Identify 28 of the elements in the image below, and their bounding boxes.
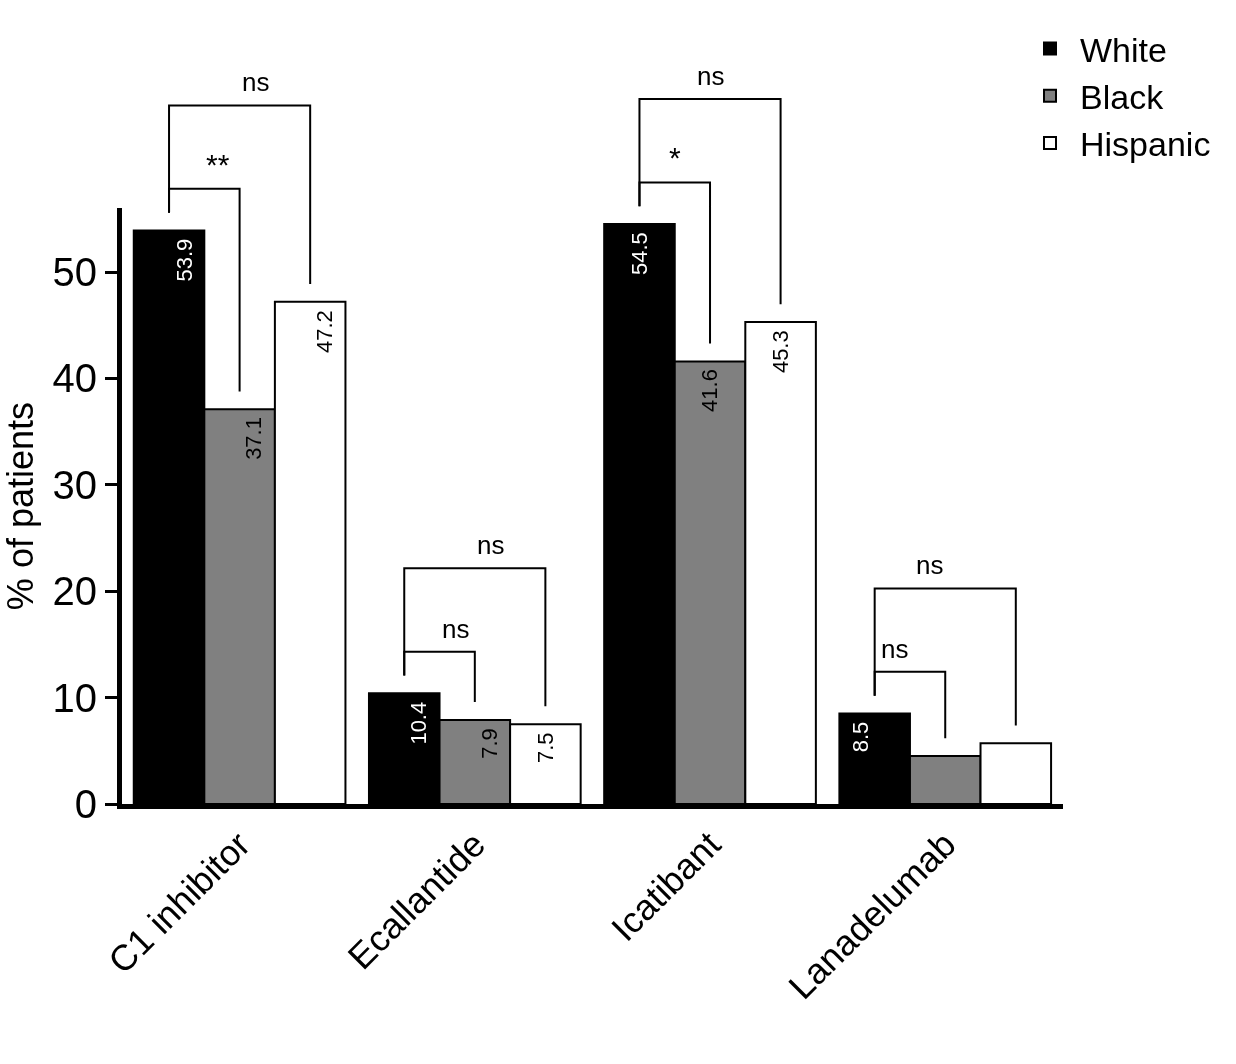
data-label: 8.5	[848, 721, 874, 753]
text: **	[206, 148, 230, 181]
y-tick-label: 20	[52, 569, 97, 614]
data-label: 41.6	[697, 369, 723, 412]
data-label: 45.3	[768, 330, 794, 374]
y-tick-label: 50	[52, 250, 97, 294]
data-label: 7.9	[476, 728, 502, 759]
data-label: 53.9	[171, 238, 197, 282]
annotation: ns	[442, 614, 470, 644]
text: ns	[697, 61, 725, 91]
annotation: ns	[477, 530, 505, 560]
y-tick-label: 0	[74, 782, 97, 826]
legend-label: White	[1080, 30, 1167, 69]
legend-label: Hispanic	[1080, 125, 1211, 164]
data-label: 47.2	[312, 310, 338, 353]
text: ns	[242, 67, 270, 97]
y-axis-title: % of patients	[0, 402, 41, 611]
text: *	[669, 141, 681, 174]
annotation: ns	[881, 634, 909, 664]
y-tick-label: 30	[52, 462, 97, 507]
data-label: 7.5	[532, 732, 558, 764]
legend-label: Black	[1080, 78, 1165, 117]
y-tick-label: 10	[52, 675, 97, 720]
annotation: ns	[916, 550, 944, 580]
data-label: 10.4	[405, 701, 431, 745]
data-label: 54.5	[626, 232, 652, 276]
data-label: 37.1	[241, 417, 267, 460]
y-tick-label: 40	[52, 356, 97, 401]
